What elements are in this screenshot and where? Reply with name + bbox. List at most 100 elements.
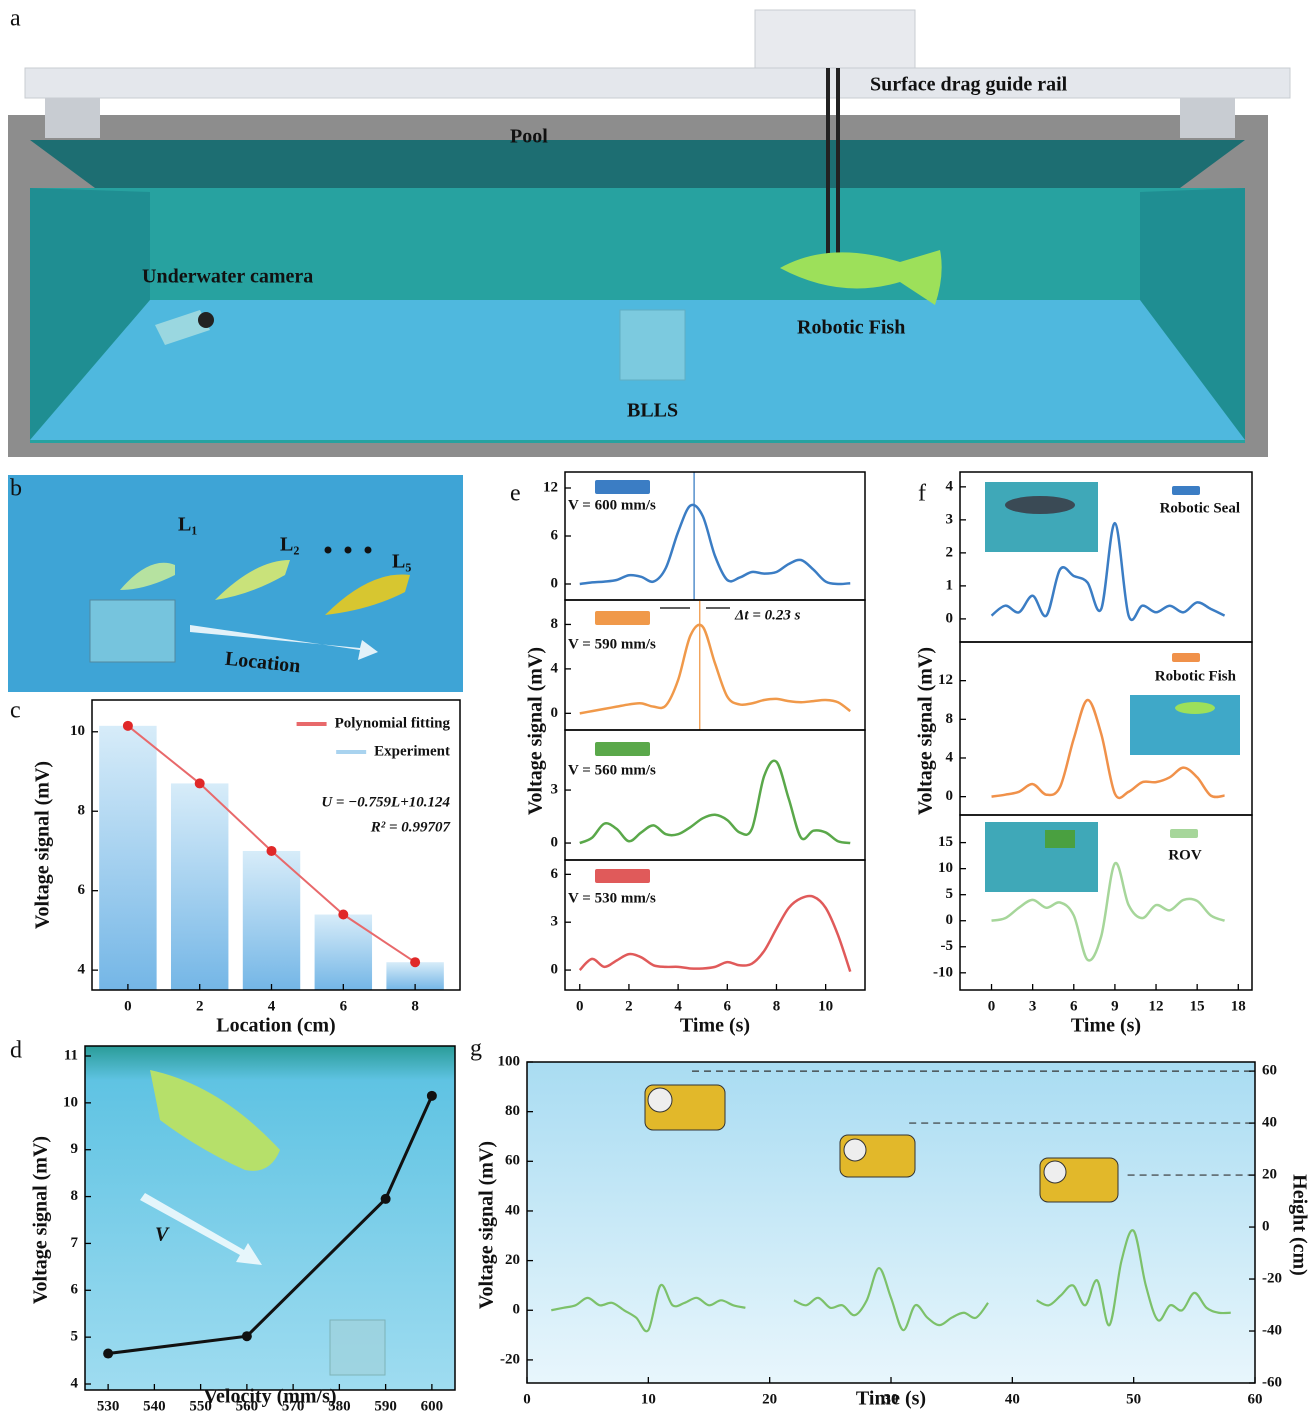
y-tick-label: 0 [946, 610, 954, 626]
sensor-illustration [330, 1320, 385, 1375]
panel-label: f [918, 481, 926, 507]
y-tick-label: 12 [543, 479, 558, 495]
annotation: U = −0.759L+10.124 [321, 794, 450, 810]
x-tick-label: 4 [268, 998, 276, 1014]
signal-line [580, 896, 850, 972]
scene-label: BLLS [627, 400, 678, 422]
panel-label: b [10, 476, 22, 502]
x-tick-label: 6 [724, 998, 732, 1014]
y-tick-label: -60 [1262, 1374, 1282, 1390]
y-tick-label: 0 [946, 788, 954, 804]
x-tick-label: 60 [1248, 1391, 1263, 1407]
y-tick-label: 3 [946, 511, 954, 527]
legend-label: Polynomial fitting [335, 715, 451, 731]
y-tick-label: 4 [71, 1375, 79, 1391]
y-axis-title: Voltage signal (mV) [32, 761, 54, 929]
data-point [427, 1091, 437, 1101]
x-tick-label: 0 [523, 1391, 531, 1407]
bar [99, 726, 156, 990]
fit-point [410, 957, 420, 967]
x-tick-label: 4 [674, 998, 682, 1014]
legend-label: Robotic Fish [1155, 668, 1237, 684]
y-tick-label: -20 [1262, 1270, 1282, 1286]
y-tick-label: 6 [551, 527, 559, 543]
y-tick-label: 0 [551, 705, 559, 721]
y-tick-label: 0 [551, 961, 559, 977]
legend-label: ROV [1168, 847, 1202, 863]
y-tick-label: 20 [505, 1252, 520, 1268]
legend-label: Experiment [374, 743, 450, 759]
legend-label: V = 560 mm/s [568, 762, 656, 778]
legend-swatch [595, 869, 650, 883]
y-tick-label: 6 [551, 866, 559, 882]
y-tick-label: 4 [78, 962, 86, 978]
y-tick-label: 4 [946, 749, 954, 765]
data-point [381, 1194, 391, 1204]
y-tick-label: 10 [938, 860, 953, 876]
y-tick-label: 4 [551, 660, 559, 676]
y-tick-label: 10 [63, 1094, 78, 1110]
legend-label: V = 600 mm/s [568, 497, 656, 513]
y-tick-label: 60 [1262, 1063, 1277, 1079]
y-tick-label: 8 [78, 803, 86, 819]
x-axis-title: Time (s) [680, 1015, 750, 1037]
plot-background [85, 1046, 455, 1390]
x-tick-label: 590 [374, 1398, 397, 1412]
x-axis-title: Time (s) [856, 1388, 926, 1410]
location-scene: L₁ L₂ L₅ Location b [8, 475, 463, 692]
y-tick-label: 40 [1262, 1115, 1277, 1131]
x-tick-label: 2 [625, 998, 633, 1014]
scene-label: L₁ [178, 514, 197, 536]
y-tick-label: 12 [938, 672, 953, 688]
y-tick-label: 8 [551, 616, 559, 632]
signal-line [580, 505, 850, 584]
x-tick-label: 6 [340, 998, 348, 1014]
plot-background [527, 1062, 1255, 1383]
x-tick-label: 15 [1190, 998, 1205, 1014]
scene-label: Robotic Fish [797, 317, 905, 339]
x-tick-label: 0 [988, 998, 996, 1014]
y-axis-title: Voltage signal (mV) [525, 647, 547, 815]
y-tick-label: -10 [933, 964, 953, 980]
panel-label: g [470, 1036, 482, 1062]
annotation: Δt = 0.23 s [734, 607, 801, 623]
y-tick-label: 100 [498, 1053, 521, 1069]
x-tick-label: 3 [1029, 998, 1037, 1014]
x-tick-label: 20 [762, 1391, 777, 1407]
x-tick-label: 600 [421, 1398, 444, 1412]
x-tick-label: 540 [143, 1398, 166, 1412]
fit-point [123, 721, 133, 731]
fit-point [267, 846, 277, 856]
x-tick-label: 50 [1126, 1391, 1141, 1407]
y-tick-label: 6 [78, 882, 86, 898]
legend-swatch [595, 611, 650, 625]
bar [243, 851, 300, 990]
fit-point [195, 778, 205, 788]
legend-swatch [1172, 486, 1200, 495]
x-axis-title: Time (s) [1071, 1015, 1141, 1037]
x-tick-label: 10 [641, 1391, 656, 1407]
y-tick-label: 0 [1262, 1218, 1270, 1234]
x-tick-label: 8 [773, 998, 781, 1014]
legend-swatch [595, 742, 650, 756]
annotation: V [155, 1224, 170, 1246]
y-tick-label: -5 [941, 938, 954, 954]
x-tick-label: 530 [97, 1398, 120, 1412]
y-tick-label: 6 [71, 1282, 79, 1298]
y2-axis-title: Height (cm) [1288, 1174, 1310, 1276]
panel-label: c [10, 698, 21, 724]
x-axis-title: Location (cm) [216, 1015, 335, 1037]
x-tick-label: 10 [818, 998, 833, 1014]
y-tick-label: 10 [70, 723, 85, 739]
panel-label: d [10, 1038, 22, 1064]
x-tick-label: 6 [1070, 998, 1078, 1014]
scene-label: L₅ [392, 551, 411, 573]
y-tick-label: 8 [946, 711, 954, 727]
panel-label: a [10, 6, 21, 32]
y-tick-label: 5 [71, 1329, 79, 1345]
y-tick-label: -20 [500, 1351, 520, 1367]
bar [171, 783, 228, 990]
data-point [242, 1331, 252, 1341]
x-axis-title: Velocity (mm/s) [203, 1386, 336, 1408]
y-tick-label: 3 [551, 914, 559, 930]
